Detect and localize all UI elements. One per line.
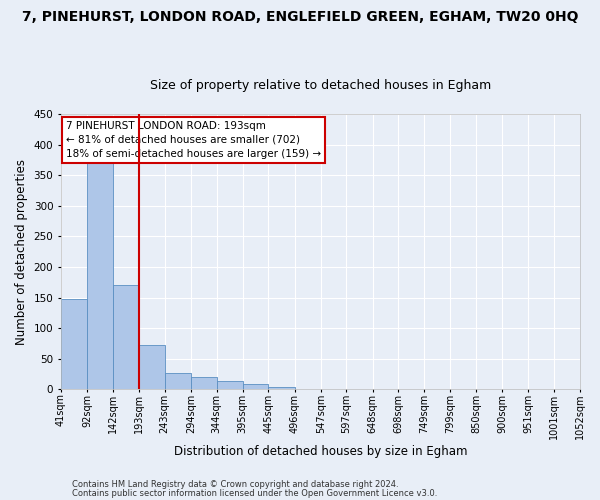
Bar: [139, 345, 164, 390]
Bar: [554, 388, 580, 390]
Text: 7, PINEHURST, LONDON ROAD, ENGLEFIELD GREEN, EGHAM, TW20 0HQ: 7, PINEHURST, LONDON ROAD, ENGLEFIELD GR…: [22, 10, 578, 24]
Bar: [321, 388, 346, 390]
Bar: [113, 284, 139, 390]
Bar: [61, 298, 87, 390]
Bar: [87, 155, 113, 390]
Bar: [191, 377, 217, 390]
Bar: [242, 384, 268, 390]
Bar: [268, 388, 295, 390]
Text: 7 PINEHURST LONDON ROAD: 193sqm
← 81% of detached houses are smaller (702)
18% o: 7 PINEHURST LONDON ROAD: 193sqm ← 81% of…: [66, 121, 321, 159]
Text: Contains HM Land Registry data © Crown copyright and database right 2024.: Contains HM Land Registry data © Crown c…: [72, 480, 398, 489]
X-axis label: Distribution of detached houses by size in Egham: Distribution of detached houses by size …: [174, 444, 467, 458]
Bar: [217, 380, 242, 390]
Title: Size of property relative to detached houses in Egham: Size of property relative to detached ho…: [150, 79, 491, 92]
Bar: [164, 373, 191, 390]
Y-axis label: Number of detached properties: Number of detached properties: [15, 158, 28, 344]
Text: Contains public sector information licensed under the Open Government Licence v3: Contains public sector information licen…: [72, 488, 437, 498]
